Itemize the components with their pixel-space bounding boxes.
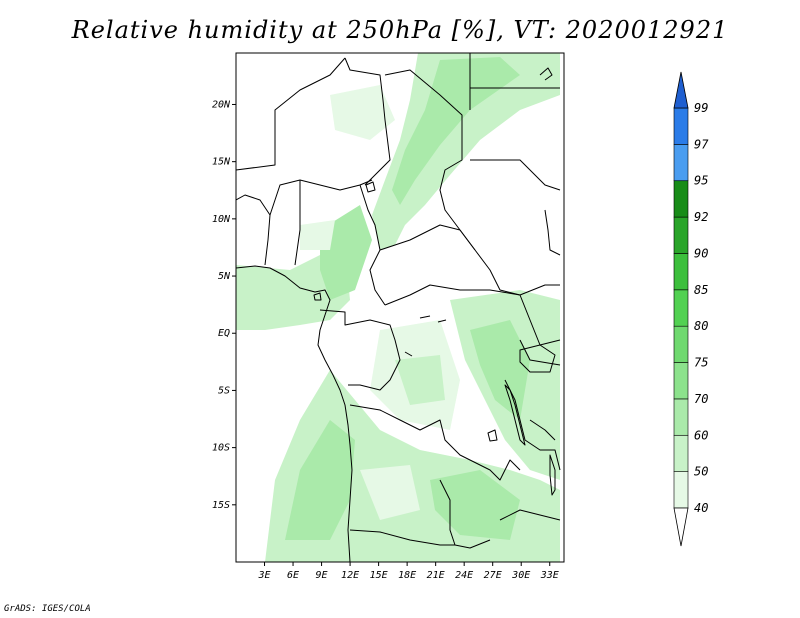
lat-tick-label: 15N: [212, 157, 231, 168]
colorbar-box: [673, 325, 689, 363]
colorbar-box: [673, 289, 689, 327]
coastline: [236, 265, 353, 562]
lake-mweru: [487, 429, 498, 442]
grads-credit: GrADS: IGES/COLA: [4, 604, 91, 614]
lon-tick-label: 3E: [257, 570, 270, 581]
colorbar-box: [673, 362, 689, 400]
river-lakes-congo: [404, 315, 447, 357]
border-drc-angola: [349, 404, 521, 481]
coastline-and-borders: [236, 53, 561, 562]
lake-chad: [365, 181, 376, 193]
red-sea-coast: [539, 67, 553, 81]
lon-tick-label: 18E: [398, 570, 416, 581]
humidity-patch-south-mid: [360, 465, 420, 520]
lat-tick-label: 10S: [212, 443, 230, 454]
latitude-ticks: 20N 15N 10N 5N EQ 5S 10S 15S: [212, 99, 236, 511]
humidity-band-north: [372, 53, 560, 250]
colorbar-label: 97: [694, 137, 709, 151]
map-title: Relative humidity at 250hPa [%], VT: 202…: [71, 16, 729, 44]
border-west-africa: [236, 179, 373, 216]
colorbar-label: 92: [694, 210, 708, 224]
border-sahara-west: [236, 57, 346, 171]
humidity-patch-westmid: [300, 220, 335, 250]
lon-tick-label: 33E: [540, 570, 559, 581]
humidity-band-north-core: [392, 57, 520, 205]
colorbar-label: 99: [694, 101, 708, 115]
colorbar-label: 70: [694, 392, 708, 406]
humidity-field: [236, 53, 561, 562]
colorbar-label: 85: [694, 283, 708, 297]
lon-tick-label: 27E: [484, 570, 502, 581]
lon-tick-label: 30E: [511, 570, 530, 581]
colorbar-label: 95: [694, 174, 708, 188]
colorbar-label: 60: [694, 428, 708, 442]
colorbar-label: 50: [694, 465, 708, 479]
border-angola-zambia: [439, 479, 491, 549]
lon-tick-label: 12E: [341, 570, 359, 581]
humidity-patch-nigeria: [320, 205, 372, 300]
colorbar-box: [673, 434, 689, 472]
lat-tick-label: EQ: [218, 328, 230, 339]
lat-tick-label: 5S: [218, 385, 230, 396]
plot-frame: [235, 52, 565, 563]
humidity-patch-east-core: [470, 320, 530, 420]
humidity-patch-northwest: [330, 85, 395, 140]
colorbar: 40 50 60 70 75 80 85 90 92 95 97 99: [673, 71, 709, 547]
colorbar-label: 75: [694, 356, 708, 370]
border-south-mozambique: [499, 509, 561, 521]
lat-tick-label: 20N: [212, 99, 231, 110]
colorbar-box: [673, 471, 689, 509]
colorbar-box: [673, 107, 689, 145]
lon-tick-label: 24E: [455, 570, 473, 581]
border-east-africa: [504, 294, 561, 471]
colorbar-box: [673, 180, 689, 218]
colorbar-box: [673, 144, 689, 182]
colorbar-box: [673, 216, 689, 254]
lake-tanganyika: [504, 384, 526, 446]
lake-malawi: [549, 454, 556, 496]
humidity-patch-south-core: [285, 420, 355, 540]
lat-tick-label: 5N: [218, 271, 231, 282]
colorbar-label: 80: [694, 319, 708, 333]
colorbar-label: 40: [694, 501, 708, 515]
lat-tick-label: 15S: [212, 500, 230, 511]
lon-tick-label: 15E: [370, 570, 388, 581]
colorbar-box: [673, 253, 689, 291]
lat-tick-label: 10N: [212, 214, 231, 225]
colorbar-bottom-arrow: [673, 507, 689, 547]
border-car-drc: [384, 284, 521, 306]
lake-victoria: [519, 344, 556, 373]
colorbar-box: [673, 398, 689, 436]
border-egypt-sudan: [384, 69, 476, 251]
colorbar-top-arrow: [673, 71, 689, 109]
lon-tick-label: 21E: [427, 570, 445, 581]
border-congo-gabon: [319, 309, 401, 391]
border-sudan-east: [470, 159, 561, 191]
border-namibia: [349, 529, 455, 546]
border-sahara-mid: [344, 57, 391, 186]
humidity-patch-south-east: [430, 470, 520, 540]
longitude-ticks: 3E 6E 9E 12E 15E 18E 21E 24E 27E 30E 33E: [257, 562, 559, 581]
lon-tick-label: 6E: [287, 570, 299, 581]
bioko-island: [313, 292, 322, 301]
border-ethiopia: [544, 209, 561, 256]
colorbar-label: 90: [694, 246, 708, 260]
humidity-patch-congo-core: [395, 355, 445, 405]
border-central-africa: [379, 224, 560, 296]
lon-tick-label: 9E: [316, 570, 328, 581]
